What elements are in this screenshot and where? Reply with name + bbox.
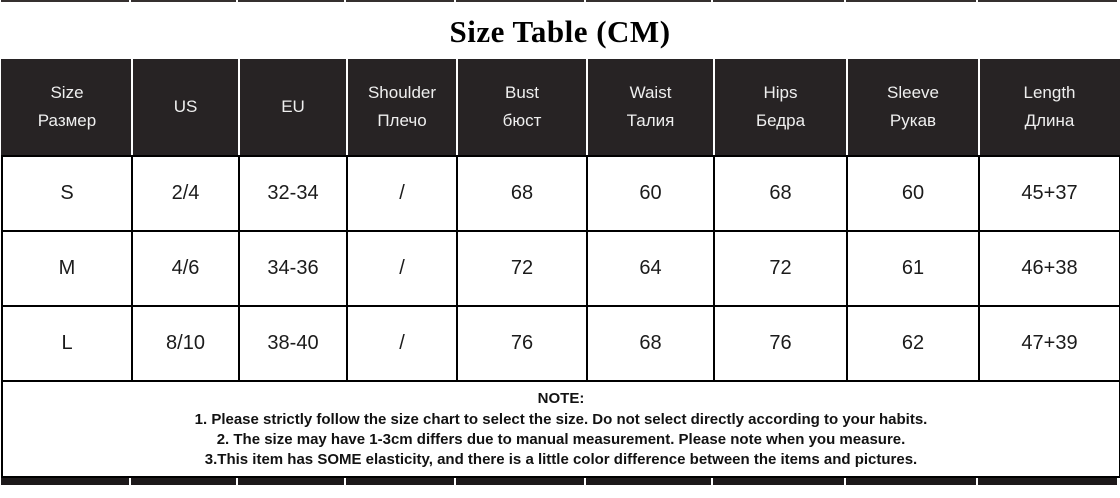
col-header-bust: Bust бюст	[456, 59, 588, 157]
table-cell: 38-40	[238, 305, 348, 382]
table-cell: 61	[846, 230, 980, 307]
table-cell: 72	[456, 230, 588, 307]
col-header-shoulder: Shoulder Плечо	[346, 59, 458, 157]
table-cell: /	[346, 230, 458, 307]
table-cell: 72	[713, 230, 848, 307]
col-header-label-en: Bust	[504, 83, 540, 102]
col-header-label-en: Shoulder	[367, 83, 437, 102]
table-cell: 68	[586, 305, 715, 382]
grid-segment	[846, 478, 976, 485]
table-cell: S	[1, 155, 133, 232]
col-header-us: US	[131, 59, 240, 157]
col-header-label-ru: бюст	[502, 111, 542, 130]
grid-segment	[346, 478, 454, 485]
table-cell: 2/4	[131, 155, 240, 232]
grid-segment	[456, 0, 584, 2]
col-header-sleeve: Sleeve Рукав	[846, 59, 980, 157]
col-header-label-en: EU	[281, 97, 305, 116]
top-grid-line	[1, 0, 1119, 2]
header-row: Size Размер US EU Shoulder Плечо Bust	[1, 59, 1120, 157]
grid-segment	[131, 478, 236, 485]
col-header-label-en: US	[173, 97, 198, 116]
col-header-label-en: Hips	[763, 83, 798, 102]
table-row-s: S 2/4 32-34 / 68 60 68 60 45+37	[1, 155, 1120, 232]
table-cell: 4/6	[131, 230, 240, 307]
table-row-m: M 4/6 34-36 / 72 64 72 61 46+38	[1, 230, 1120, 307]
table-cell: 60	[586, 155, 715, 232]
grid-segment	[586, 0, 711, 2]
table-cell: 34-36	[238, 230, 348, 307]
col-header-label-en: Sleeve	[887, 83, 939, 102]
page-title: Size Table (CM)	[449, 14, 671, 49]
grid-segment	[713, 0, 844, 2]
grid-segment	[238, 478, 344, 485]
table-cell: 76	[713, 305, 848, 382]
note-line-3: 3.This item has SOME elasticity, and the…	[204, 451, 918, 468]
table-row-l: L 8/10 38-40 / 76 68 76 62 47+39	[1, 305, 1120, 382]
col-header-label-ru: Размер	[37, 111, 97, 130]
table-cell: 76	[456, 305, 588, 382]
table-cell: /	[346, 155, 458, 232]
col-header-label-ru: Талия	[626, 111, 675, 130]
col-header-length: Length Длина	[978, 59, 1120, 157]
table-cell: M	[1, 230, 133, 307]
table-cell: 68	[456, 155, 588, 232]
col-header-label-en: Size	[50, 83, 84, 102]
col-header-label-en: Length	[1023, 83, 1076, 102]
grid-segment	[586, 478, 711, 485]
table-cell: 32-34	[238, 155, 348, 232]
col-header-size: Size Размер	[1, 59, 133, 157]
grid-segment	[238, 0, 344, 2]
grid-segment	[846, 0, 976, 2]
table-cell: L	[1, 305, 133, 382]
note-row: NOTE: 1. Please strictly follow the size…	[1, 380, 1120, 478]
table-cell: 62	[846, 305, 980, 382]
grid-segment	[131, 0, 236, 2]
grid-segment	[1, 478, 129, 485]
col-header-eu: EU	[238, 59, 348, 157]
table-cell: 60	[846, 155, 980, 232]
col-header-label-ru: Плечо	[377, 111, 427, 130]
col-header-label-ru: Рукав	[889, 111, 937, 130]
table-cell: 64	[586, 230, 715, 307]
col-header-label-ru: Длина	[1024, 111, 1075, 130]
table-cell: 8/10	[131, 305, 240, 382]
grid-segment	[456, 478, 584, 485]
col-header-hips: Hips Бедра	[713, 59, 848, 157]
grid-segment	[978, 478, 1117, 485]
grid-segment	[346, 0, 454, 2]
next-table-header-sliver	[1, 478, 1119, 485]
table-cell: 45+37	[978, 155, 1120, 232]
note-line-2: 2. The size may have 1-3cm differs due t…	[216, 431, 906, 448]
col-header-label-en: Waist	[629, 83, 672, 102]
table-cell: 46+38	[978, 230, 1120, 307]
grid-segment	[1, 0, 129, 2]
grid-segment	[713, 478, 844, 485]
col-header-waist: Waist Талия	[586, 59, 715, 157]
col-header-label-ru: Бедра	[755, 111, 806, 130]
grid-segment	[978, 0, 1117, 2]
size-table: Size Размер US EU Shoulder Плечо Bust	[1, 59, 1120, 478]
table-cell: /	[346, 305, 458, 382]
note-line-1: 1. Please strictly follow the size chart…	[194, 411, 928, 428]
table-cell: 47+39	[978, 305, 1120, 382]
table-cell: 68	[713, 155, 848, 232]
note-cell: NOTE: 1. Please strictly follow the size…	[1, 380, 1120, 478]
note-heading: NOTE:	[537, 390, 585, 407]
